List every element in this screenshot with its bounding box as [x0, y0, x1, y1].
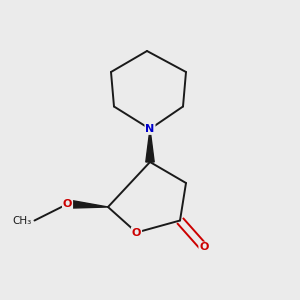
Polygon shape [67, 200, 108, 208]
Text: N: N [146, 124, 154, 134]
Text: O: O [132, 227, 141, 238]
Text: O: O [63, 199, 72, 209]
Text: O: O [199, 242, 209, 253]
Text: CH₃: CH₃ [12, 215, 32, 226]
Polygon shape [146, 129, 154, 162]
